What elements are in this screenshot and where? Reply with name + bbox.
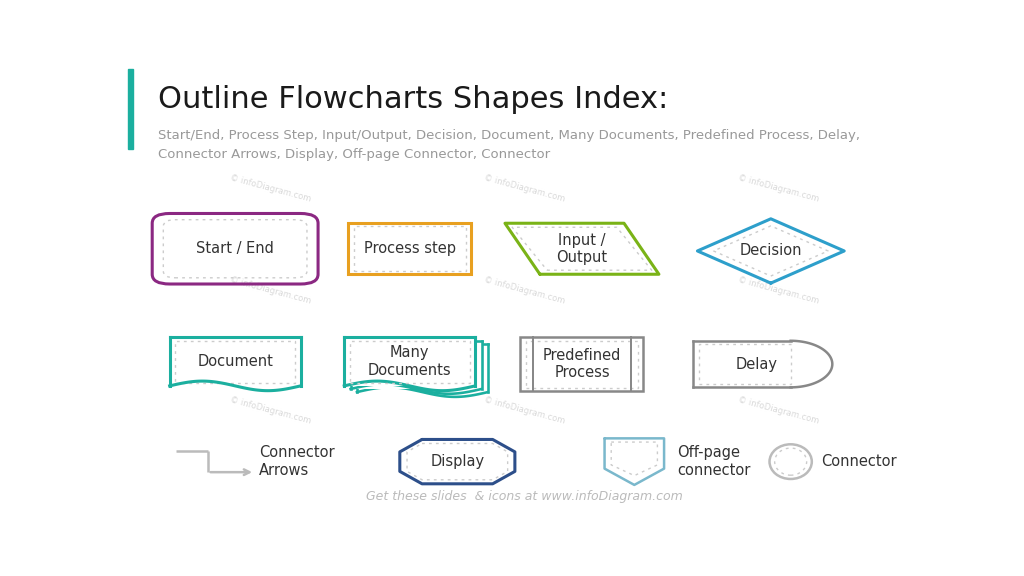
Text: © infoDiagram.com: © infoDiagram.com: [483, 276, 566, 306]
Text: Off-page
connector: Off-page connector: [677, 445, 751, 478]
Text: Input /
Output: Input / Output: [556, 233, 607, 265]
Text: Document: Document: [198, 354, 273, 369]
Text: Start / End: Start / End: [197, 241, 274, 256]
Bar: [357, 344, 487, 392]
Text: Display: Display: [430, 454, 484, 469]
Bar: [128, 69, 133, 149]
Text: © infoDiagram.com: © infoDiagram.com: [737, 276, 820, 306]
Text: Process step: Process step: [364, 241, 456, 256]
Text: Delay: Delay: [735, 357, 777, 372]
Bar: [520, 338, 643, 391]
Bar: [350, 340, 470, 383]
Text: Connector: Connector: [821, 454, 897, 469]
Text: Predefined
Process: Predefined Process: [543, 348, 622, 380]
Bar: [526, 340, 638, 388]
Bar: [699, 344, 791, 384]
Text: Decision: Decision: [739, 244, 802, 259]
Bar: [344, 338, 475, 386]
Bar: [175, 340, 295, 383]
Text: © infoDiagram.com: © infoDiagram.com: [229, 276, 312, 306]
Text: Start/End, Process Step, Input/Output, Decision, Document, Many Documents, Prede: Start/End, Process Step, Input/Output, D…: [158, 129, 860, 161]
Text: © infoDiagram.com: © infoDiagram.com: [737, 174, 820, 204]
Text: © infoDiagram.com: © infoDiagram.com: [229, 396, 312, 426]
Bar: [353, 226, 466, 271]
Text: Many
Documents: Many Documents: [368, 346, 452, 378]
Text: © infoDiagram.com: © infoDiagram.com: [483, 174, 566, 204]
Text: © infoDiagram.com: © infoDiagram.com: [229, 174, 312, 204]
Text: Outline Flowcharts Shapes Index:: Outline Flowcharts Shapes Index:: [158, 85, 669, 113]
Text: © infoDiagram.com: © infoDiagram.com: [483, 396, 566, 426]
Text: Get these slides  & icons at www.infoDiagram.com: Get these slides & icons at www.infoDiag…: [367, 490, 683, 503]
Text: © infoDiagram.com: © infoDiagram.com: [737, 396, 820, 426]
Bar: [348, 223, 471, 274]
Text: Connector
Arrows: Connector Arrows: [259, 445, 335, 478]
Bar: [350, 340, 481, 389]
